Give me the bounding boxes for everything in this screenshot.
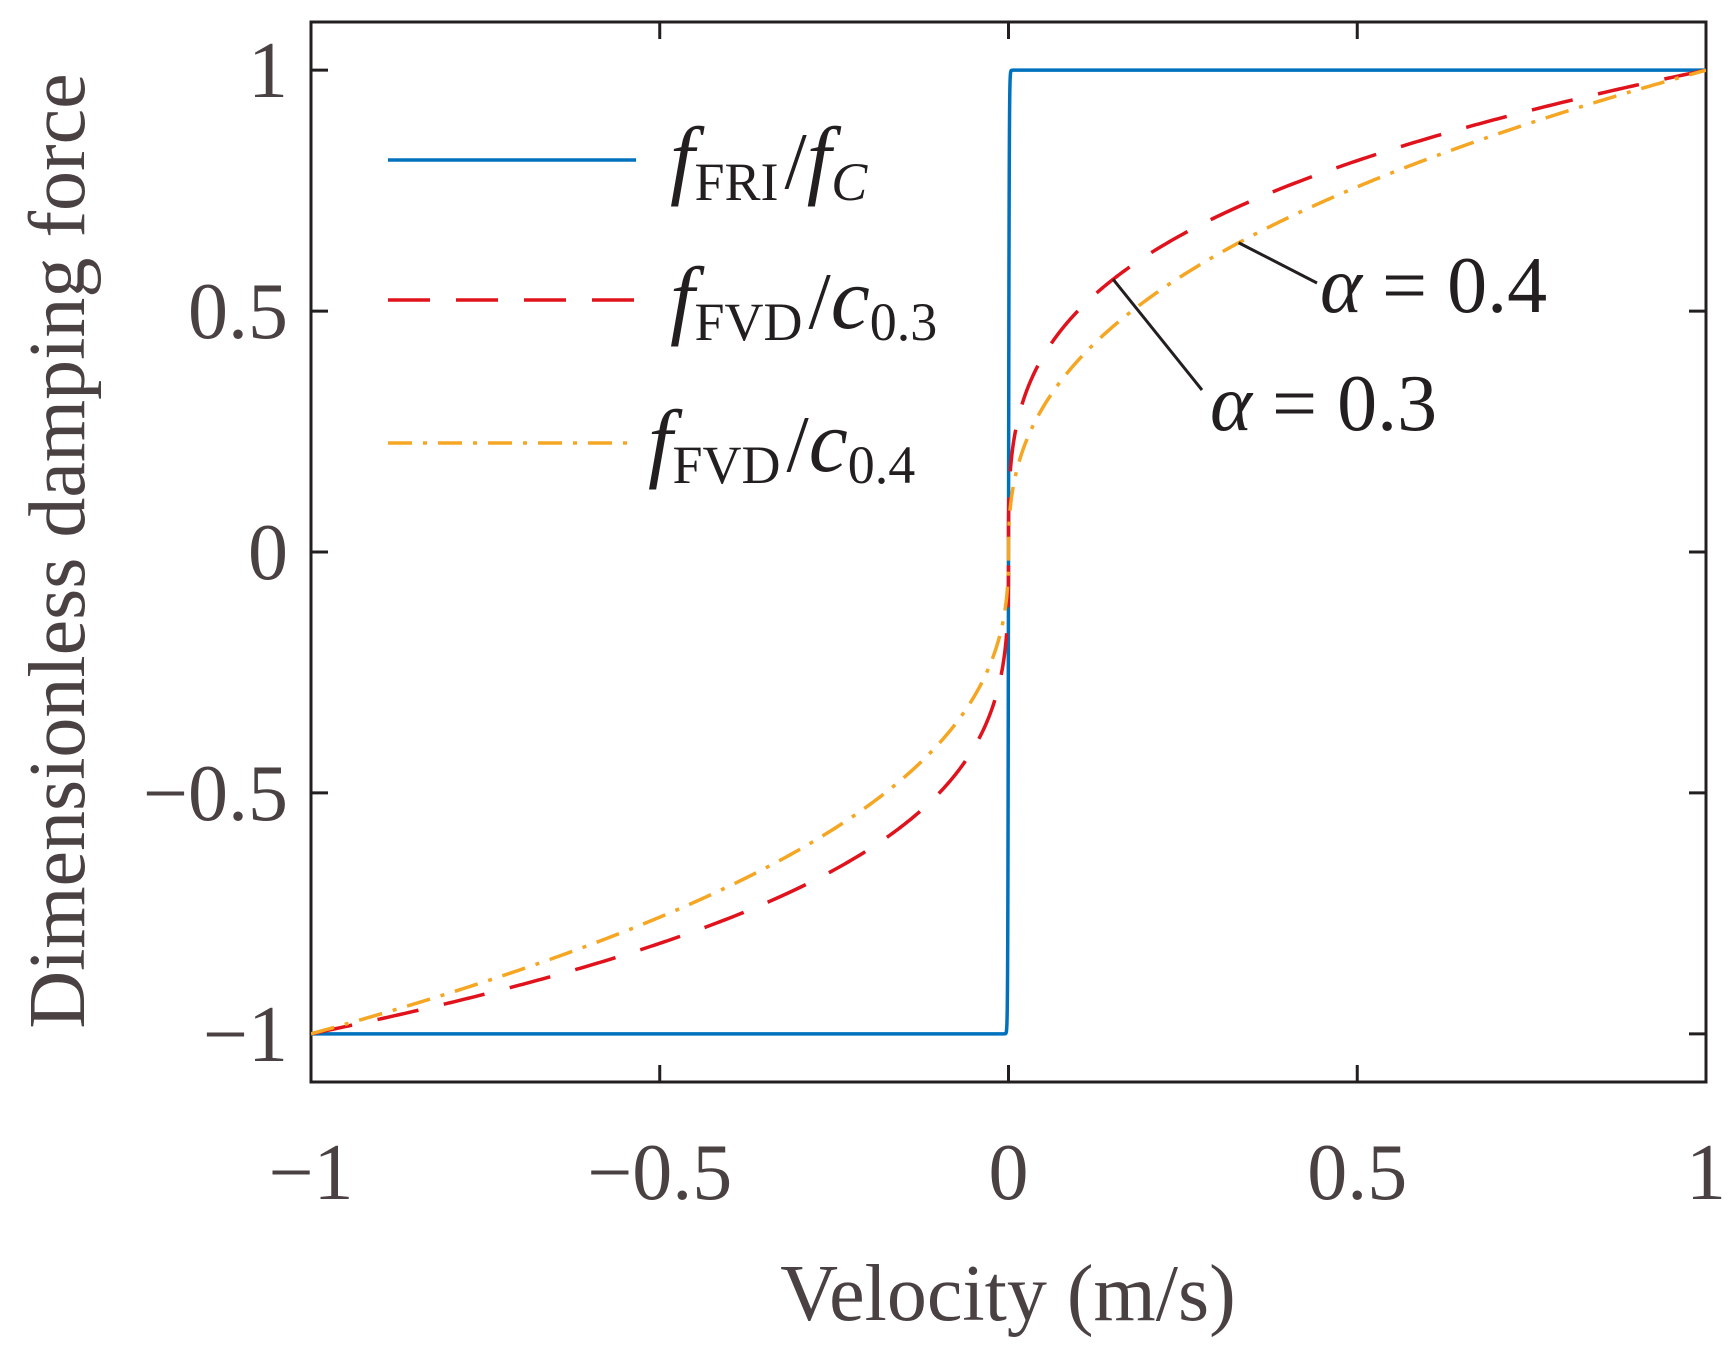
legend-entry: fFRI/fC [670, 111, 868, 212]
x-tick-label: −1 [268, 1129, 353, 1217]
series-line [311, 68, 1706, 1036]
x-tick-label: −0.5 [587, 1129, 732, 1217]
y-tick-label: 1 [248, 27, 288, 115]
y-tick-label: 0.5 [188, 268, 288, 356]
x-axis-label: Velocity (m/s) [780, 1250, 1235, 1338]
annotation-label: α = 0.3 [1210, 360, 1437, 448]
legend-entry: fFVD/c0.3 [670, 251, 937, 352]
x-tick-label: 0.5 [1307, 1129, 1407, 1217]
x-tick-label: 0 [989, 1129, 1029, 1217]
annotations: α = 0.4 α = 0.3 [1111, 241, 1547, 448]
y-axis-label: Dimensionless damping force [14, 73, 102, 1028]
y-tick-label: −1 [203, 991, 288, 1079]
tick-labels: −1 −0.5 0 0.5 1 1 0.5 0 −0.5 −1 [143, 27, 1726, 1217]
series-lines [311, 68, 1706, 1036]
x-tick-label: 1 [1686, 1129, 1726, 1217]
legend-entry: fFVD/c0.4 [648, 394, 915, 495]
annotation-leader [1237, 241, 1318, 285]
series-line [311, 68, 1706, 1036]
annotation-label: α = 0.4 [1320, 242, 1547, 330]
y-tick-label: −0.5 [143, 750, 288, 838]
annotation-leader [1111, 278, 1204, 391]
legend: fFRI/fC fFVD/c0.3 fFVD/c0.4 [388, 111, 937, 495]
y-tick-label: 0 [248, 509, 288, 597]
